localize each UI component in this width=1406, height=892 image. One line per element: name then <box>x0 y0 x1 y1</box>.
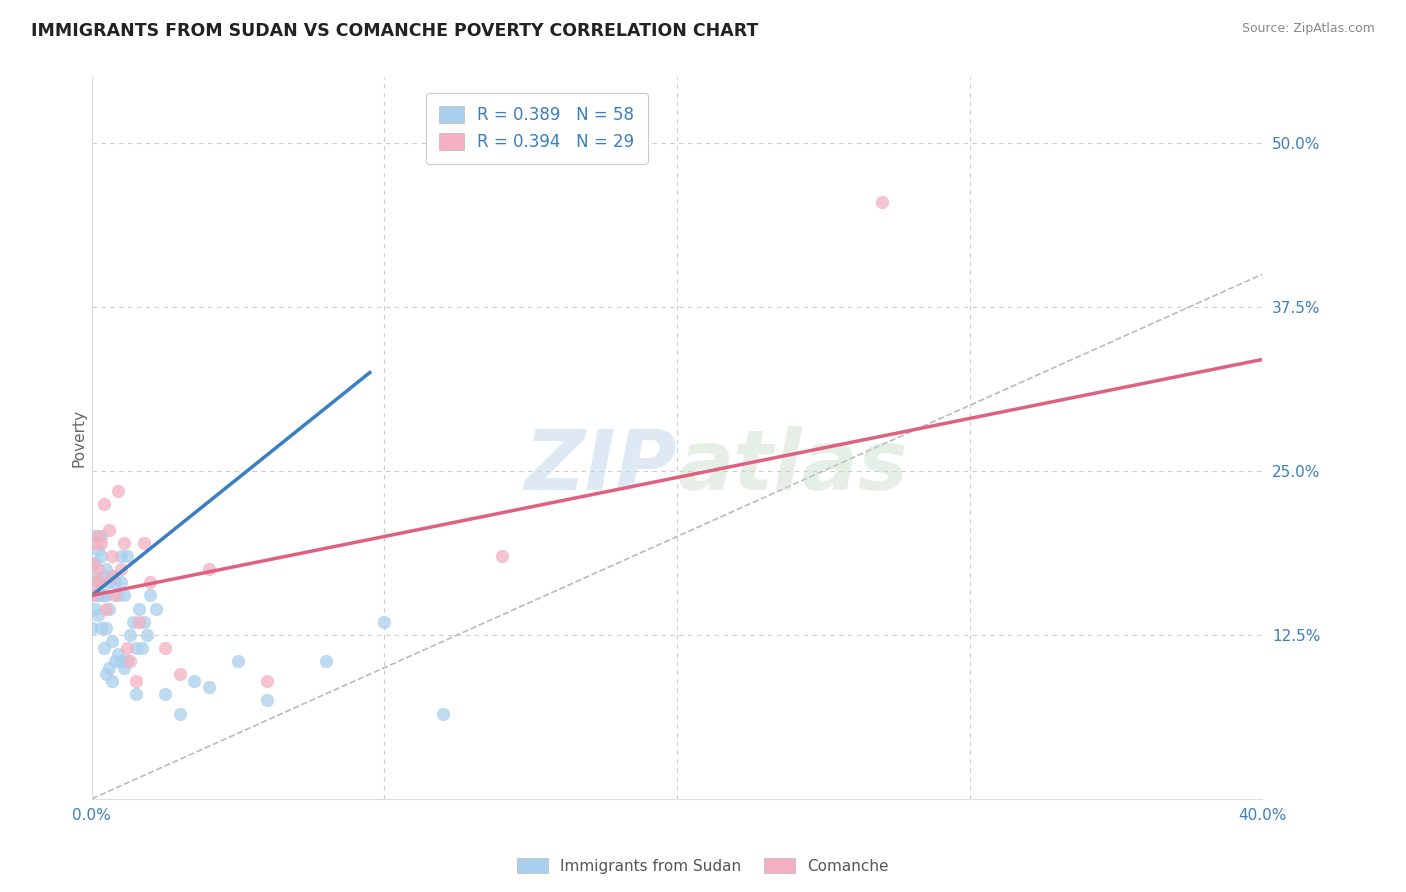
Point <box>107 483 129 498</box>
Point <box>115 654 138 668</box>
Point <box>96 562 118 576</box>
Point <box>118 654 141 668</box>
Point <box>98 523 121 537</box>
Point <box>93 589 115 603</box>
Point <box>153 640 176 655</box>
Point <box>112 660 135 674</box>
Point <box>86 589 108 603</box>
Point <box>870 194 893 209</box>
Point <box>104 575 127 590</box>
Point <box>121 615 143 629</box>
Point <box>128 601 150 615</box>
Point <box>80 589 103 603</box>
Point <box>90 529 112 543</box>
Point <box>83 569 105 583</box>
Point <box>90 589 112 603</box>
Point <box>86 562 108 576</box>
Point <box>86 529 108 543</box>
Point <box>198 562 221 576</box>
Point <box>115 549 138 563</box>
Point <box>98 575 121 590</box>
Point <box>145 601 167 615</box>
Point <box>139 575 162 590</box>
Point <box>98 601 121 615</box>
Point <box>90 549 112 563</box>
Point <box>83 536 105 550</box>
Point <box>83 589 105 603</box>
Point <box>139 589 162 603</box>
Point <box>183 673 205 688</box>
Point <box>115 640 138 655</box>
Point <box>110 654 132 668</box>
Point <box>83 601 105 615</box>
Point <box>112 589 135 603</box>
Point <box>80 589 103 603</box>
Point <box>256 693 278 707</box>
Point <box>101 549 124 563</box>
Point <box>169 667 191 681</box>
Text: ZIP: ZIP <box>524 426 678 508</box>
Point <box>110 575 132 590</box>
Point <box>226 654 249 668</box>
Point <box>93 569 115 583</box>
Point <box>96 601 118 615</box>
Point <box>86 575 108 590</box>
Point <box>169 706 191 721</box>
Point <box>134 615 156 629</box>
Point <box>107 589 129 603</box>
Point <box>104 654 127 668</box>
Legend: Immigrants from Sudan, Comanche: Immigrants from Sudan, Comanche <box>512 852 894 880</box>
Point <box>83 529 105 543</box>
Point <box>86 608 108 623</box>
Y-axis label: Poverty: Poverty <box>72 409 86 467</box>
Point <box>198 680 221 694</box>
Point <box>153 687 176 701</box>
Point <box>131 640 153 655</box>
Point <box>80 621 103 635</box>
Point <box>125 687 148 701</box>
Point <box>104 589 127 603</box>
Point <box>90 621 112 635</box>
Point <box>125 640 148 655</box>
Legend: R = 0.389   N = 58, R = 0.394   N = 29: R = 0.389 N = 58, R = 0.394 N = 29 <box>426 93 648 164</box>
Point <box>90 575 112 590</box>
Point <box>98 660 121 674</box>
Text: Source: ZipAtlas.com: Source: ZipAtlas.com <box>1241 22 1375 36</box>
Point <box>491 549 513 563</box>
Point <box>101 634 124 648</box>
Point <box>101 569 124 583</box>
Point <box>90 536 112 550</box>
Point <box>128 615 150 629</box>
Point <box>118 628 141 642</box>
Point <box>112 536 135 550</box>
Point <box>86 542 108 557</box>
Point <box>93 497 115 511</box>
Point <box>432 706 454 721</box>
Point <box>110 549 132 563</box>
Point <box>96 621 118 635</box>
Point <box>136 628 159 642</box>
Point <box>256 673 278 688</box>
Point <box>101 569 124 583</box>
Point <box>315 654 337 668</box>
Point <box>83 556 105 570</box>
Point <box>96 667 118 681</box>
Point <box>101 673 124 688</box>
Text: IMMIGRANTS FROM SUDAN VS COMANCHE POVERTY CORRELATION CHART: IMMIGRANTS FROM SUDAN VS COMANCHE POVERT… <box>31 22 758 40</box>
Point <box>134 536 156 550</box>
Point <box>93 640 115 655</box>
Point <box>96 589 118 603</box>
Point <box>107 648 129 662</box>
Point <box>125 673 148 688</box>
Point <box>83 575 105 590</box>
Point <box>373 615 395 629</box>
Point <box>110 562 132 576</box>
Text: atlas: atlas <box>678 426 908 508</box>
Point <box>80 556 103 570</box>
